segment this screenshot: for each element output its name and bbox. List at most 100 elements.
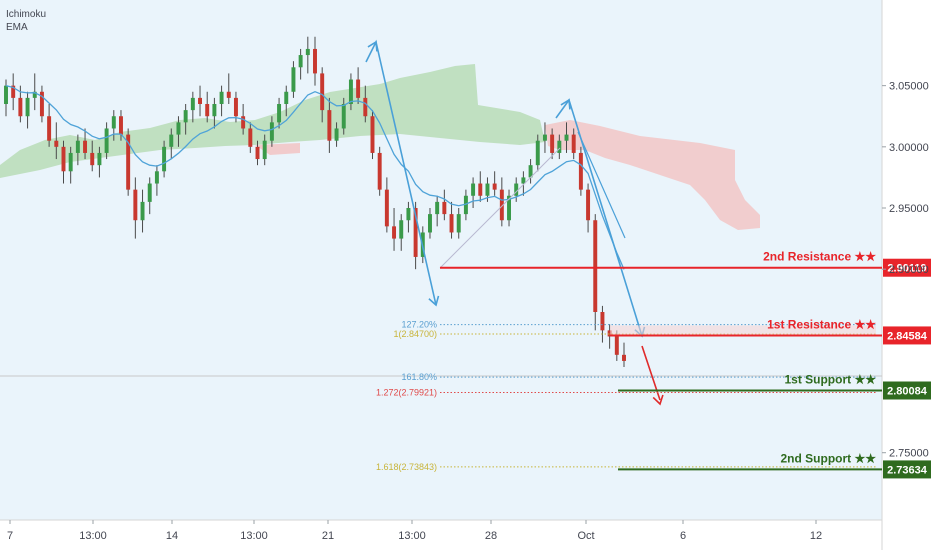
candle[interactable] <box>384 177 389 233</box>
candle[interactable] <box>277 97 282 129</box>
arrow-head <box>367 40 378 52</box>
candle[interactable] <box>535 134 540 172</box>
candle[interactable] <box>47 104 52 147</box>
candle[interactable] <box>586 183 591 233</box>
legend-item-ichimoku[interactable]: Ichimoku <box>6 9 47 20</box>
candle[interactable] <box>75 134 80 166</box>
time-axis-background <box>0 520 882 550</box>
candle-body <box>535 140 540 166</box>
candle[interactable] <box>226 73 231 104</box>
candle[interactable] <box>399 214 404 251</box>
candle[interactable] <box>370 110 375 160</box>
candle[interactable] <box>305 36 310 74</box>
candle[interactable] <box>32 73 37 111</box>
candle-body <box>277 104 282 123</box>
candle[interactable] <box>126 128 131 196</box>
candle[interactable] <box>406 201 411 233</box>
candle[interactable] <box>550 128 555 160</box>
candle[interactable] <box>198 85 202 117</box>
candle[interactable] <box>392 208 397 251</box>
candle[interactable] <box>54 122 59 160</box>
candle[interactable] <box>176 116 181 147</box>
candle[interactable] <box>68 146 73 184</box>
price-tag <box>883 258 931 277</box>
candle[interactable] <box>463 189 468 221</box>
candle-body <box>154 171 159 184</box>
candle[interactable] <box>140 189 145 233</box>
candle[interactable] <box>90 140 95 172</box>
candle-body <box>226 91 231 98</box>
level-3[interactable]: 1st Support ★★ 2.80084 <box>618 373 931 400</box>
price-tag-label: 2.90119 <box>887 263 926 275</box>
candle[interactable] <box>183 104 188 135</box>
candle[interactable] <box>578 146 583 196</box>
candle[interactable] <box>25 91 30 129</box>
candle[interactable] <box>83 128 88 160</box>
candle[interactable] <box>571 128 576 160</box>
candle[interactable] <box>499 177 504 227</box>
candle[interactable] <box>507 189 511 227</box>
candle[interactable] <box>190 91 195 123</box>
candle[interactable] <box>255 140 260 166</box>
level-2[interactable]: 1st Resistance ★★ 2.84584 <box>610 317 931 345</box>
candle[interactable] <box>607 324 612 349</box>
candle[interactable] <box>557 134 562 160</box>
candle[interactable] <box>162 140 167 178</box>
candle[interactable] <box>435 195 440 227</box>
candle[interactable] <box>442 189 447 221</box>
candle-body <box>298 55 303 68</box>
candle[interactable] <box>356 67 361 104</box>
candle[interactable] <box>61 140 66 184</box>
candle[interactable] <box>133 177 138 239</box>
candle[interactable] <box>262 134 267 166</box>
candle-body <box>586 189 591 221</box>
candle[interactable] <box>111 110 116 141</box>
candle[interactable] <box>456 208 461 239</box>
candle[interactable] <box>348 73 353 111</box>
candle[interactable] <box>327 97 332 153</box>
candle[interactable] <box>205 91 210 123</box>
candle-body <box>233 97 238 117</box>
candle[interactable] <box>492 171 497 196</box>
candle[interactable] <box>593 214 598 331</box>
candle[interactable] <box>169 128 174 160</box>
candle[interactable] <box>377 146 382 196</box>
candle[interactable] <box>104 122 109 160</box>
candle[interactable] <box>478 171 483 202</box>
y-tick-label: 3.00000 <box>889 142 929 154</box>
candle[interactable] <box>154 165 159 196</box>
candle[interactable] <box>219 85 224 117</box>
candle[interactable] <box>528 159 533 184</box>
candle[interactable] <box>291 61 296 98</box>
candle[interactable] <box>428 208 432 239</box>
level-4[interactable]: 2nd Support ★★ 2.73634 <box>618 451 931 479</box>
candle[interactable] <box>514 177 519 202</box>
candle[interactable] <box>334 122 339 147</box>
candle[interactable] <box>542 122 547 153</box>
candle[interactable] <box>248 122 253 153</box>
candle[interactable] <box>11 73 16 111</box>
candle-body <box>542 134 547 141</box>
candle[interactable] <box>284 85 289 117</box>
level-1[interactable]: 2nd Resistance ★★ 2.90119 <box>440 250 931 277</box>
projection-line <box>577 131 626 239</box>
candle[interactable] <box>119 110 123 141</box>
candle-body <box>83 140 88 153</box>
candle[interactable] <box>521 171 526 196</box>
candle[interactable] <box>471 177 476 208</box>
swing-arrow-1[interactable] <box>365 39 440 307</box>
candle[interactable] <box>39 85 44 123</box>
candle[interactable] <box>341 97 346 135</box>
candle[interactable] <box>212 97 217 129</box>
candle[interactable] <box>147 177 152 215</box>
candle[interactable] <box>313 36 317 86</box>
candle[interactable] <box>269 116 274 147</box>
candle[interactable] <box>564 122 569 153</box>
legend-item-ema[interactable]: EMA <box>6 22 28 33</box>
candle[interactable] <box>97 146 102 178</box>
candle[interactable] <box>622 342 626 368</box>
candle[interactable] <box>298 48 303 80</box>
candle[interactable] <box>449 201 454 239</box>
x-tick-label: 28 <box>485 530 497 542</box>
